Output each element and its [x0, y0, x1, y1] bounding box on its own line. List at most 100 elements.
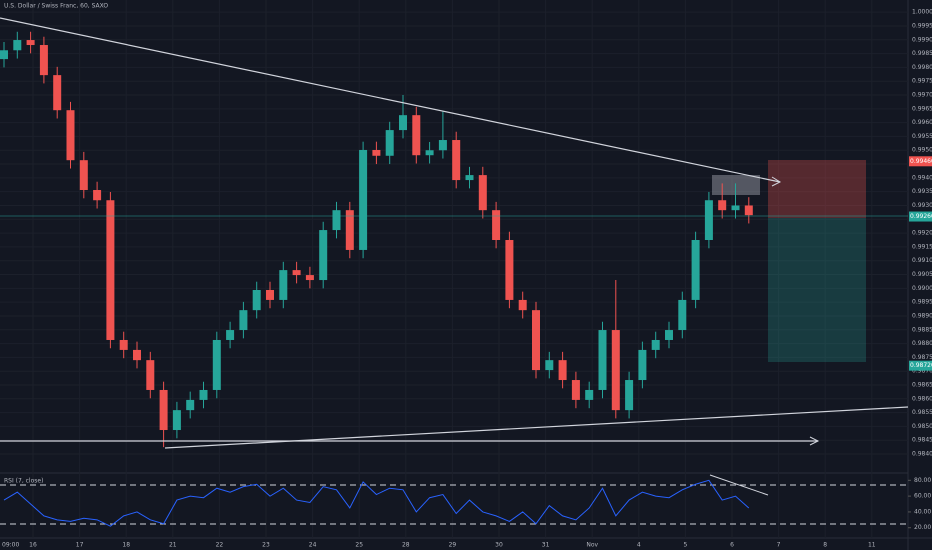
- candle-body: [651, 339, 660, 350]
- candle-body: [305, 275, 314, 281]
- x-tick-label: 28: [402, 542, 410, 549]
- x-tick-label: 25: [355, 542, 363, 549]
- candle-body: [425, 150, 434, 156]
- candle-body: [571, 380, 580, 400]
- arrow-head: [809, 436, 820, 446]
- candle-body: [665, 330, 673, 340]
- candle-body: [186, 399, 195, 411]
- candle-body: [292, 270, 301, 276]
- candle-body: [39, 45, 48, 76]
- trendline: [0, 17, 781, 183]
- candle-body: [718, 200, 727, 211]
- y-tick-label: 1.00000: [912, 9, 932, 16]
- candle-body: [345, 210, 354, 250]
- x-tick-label: 22: [216, 542, 224, 549]
- rsi-tick-label: 80.00: [914, 477, 931, 484]
- x-tick-label: 16: [29, 542, 37, 549]
- x-tick-label: 8: [823, 542, 827, 549]
- candle-body: [438, 140, 447, 151]
- candle-body: [678, 299, 687, 331]
- candle-body: [691, 240, 700, 300]
- candle-body: [598, 330, 607, 390]
- y-tick-label: 0.99950: [912, 22, 932, 29]
- candle-body: [239, 310, 248, 331]
- candle-body: [412, 115, 421, 156]
- candle-body: [79, 160, 88, 191]
- candle-body: [704, 200, 713, 241]
- candle-body: [492, 210, 501, 241]
- price-tag: [909, 360, 932, 371]
- arrow-head: [771, 176, 782, 187]
- x-tick-label: 7: [777, 542, 781, 549]
- x-tick-label: 18: [122, 542, 130, 549]
- candle-body: [252, 289, 261, 311]
- x-tick-label: Nov: [586, 542, 598, 549]
- candle-body: [226, 330, 235, 340]
- candle-body: [385, 130, 394, 156]
- candle-body: [532, 310, 540, 371]
- candle-body: [399, 115, 407, 131]
- price-tag-label: 0.98720: [910, 362, 932, 369]
- stop-zone: [768, 160, 866, 218]
- candle-body: [66, 110, 75, 161]
- candle-body: [558, 360, 567, 381]
- candle-body: [625, 380, 634, 411]
- candle-body: [0, 50, 8, 60]
- candle-body: [13, 40, 22, 51]
- candle-body: [505, 240, 514, 300]
- candle-body: [266, 289, 274, 300]
- x-tick-label: 23: [262, 542, 270, 549]
- rsi-trendline: [709, 474, 769, 496]
- x-tick-label: 6: [730, 542, 734, 549]
- candle-body: [106, 200, 115, 340]
- x-tick-label: 21: [169, 542, 177, 549]
- x-tick-label: 29: [449, 542, 457, 549]
- rsi-line: [3, 479, 750, 527]
- candle-body: [53, 75, 62, 111]
- rsi-tick-label: 40.00: [914, 508, 931, 515]
- rsi-tick-label: 60.00: [914, 493, 931, 500]
- target-zone: [768, 218, 866, 362]
- candle-body: [465, 175, 474, 181]
- candle-body: [744, 205, 753, 216]
- candle-body: [319, 230, 328, 281]
- price-tag: [909, 156, 932, 167]
- candle-body: [518, 299, 527, 311]
- x-tick-label: 5: [683, 542, 687, 549]
- x-tick-label: 09:00: [2, 542, 19, 549]
- candle-body: [359, 149, 368, 250]
- candle-body: [585, 389, 594, 400]
- candle-body: [611, 330, 620, 411]
- rsi-tick-label: 20.00: [914, 524, 931, 531]
- candle-body: [372, 149, 381, 156]
- price-tag: [909, 211, 932, 222]
- x-tick-label: 24: [309, 542, 317, 549]
- rsi-title: RSI (7, close): [4, 478, 43, 485]
- candle-body: [212, 339, 221, 390]
- candle-body: [146, 360, 155, 390]
